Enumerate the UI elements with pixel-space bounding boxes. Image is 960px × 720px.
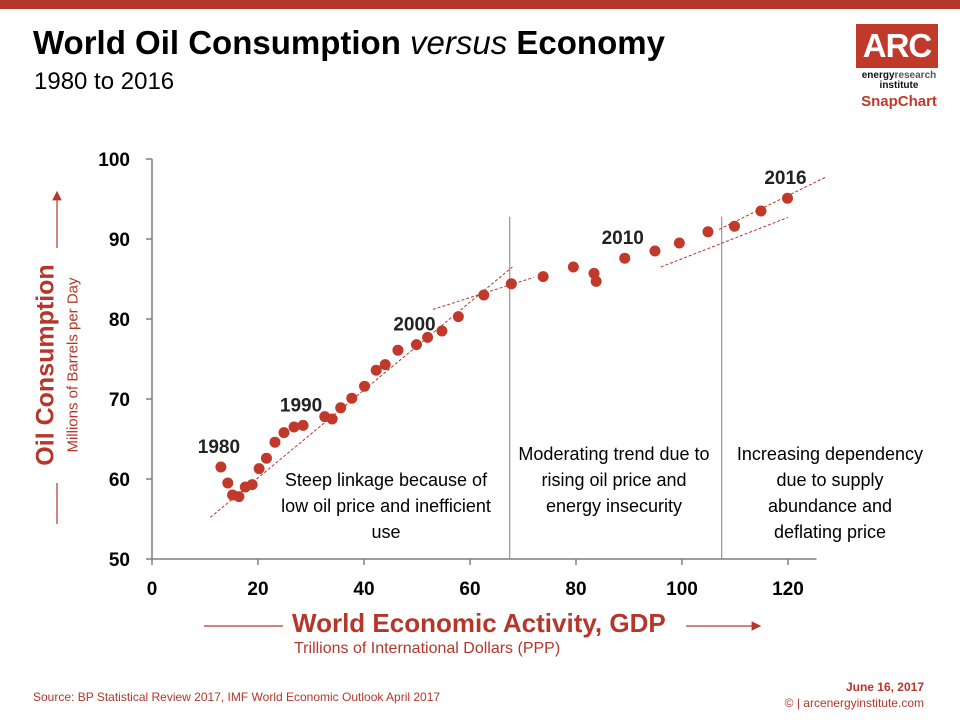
- x-tick-label: 20: [247, 579, 268, 600]
- logo-mark: ARC: [856, 24, 938, 68]
- data-point: [619, 252, 631, 264]
- year-label: 2016: [764, 168, 806, 189]
- data-point: [537, 271, 549, 283]
- trend-line: [209, 266, 513, 518]
- data-point: [297, 419, 309, 431]
- data-point: [392, 344, 404, 356]
- data-point: [410, 339, 422, 351]
- title-part-2: Economy: [507, 24, 665, 61]
- website-credit: © | arcenergyinstitute.com: [784, 696, 924, 710]
- year-label: 2000: [393, 315, 435, 336]
- arc-logo: ARC energyresearch institute SnapChart: [848, 24, 950, 110]
- x-tick-label: 40: [353, 579, 374, 600]
- logo-line-1: energyresearch: [848, 71, 950, 81]
- data-point: [260, 452, 272, 464]
- year-label: 1980: [198, 437, 240, 458]
- y-tick-label: 60: [109, 470, 130, 491]
- source-note: Source: BP Statistical Review 2017, IMF …: [33, 690, 441, 704]
- data-point: [278, 427, 290, 439]
- region-annotation-3: Increasing dependency due to supply abun…: [736, 444, 924, 542]
- data-point: [288, 421, 300, 433]
- year-label: 2010: [602, 228, 644, 249]
- data-point: [567, 261, 579, 273]
- top-accent-bar: [0, 0, 960, 9]
- data-point: [781, 192, 793, 204]
- title-part-1: World Oil Consumption: [33, 24, 411, 61]
- x-axis-sublabel: Trillions of International Dollars (PPP): [294, 640, 561, 657]
- data-point: [346, 392, 358, 404]
- region-annotation-2: Moderating trend due to rising oil price…: [518, 444, 710, 516]
- logo-research: research: [894, 70, 937, 81]
- data-point: [673, 237, 685, 249]
- data-point: [755, 205, 767, 217]
- trend-line: [660, 216, 789, 268]
- publish-date: June 16, 2017: [845, 680, 924, 694]
- page-subtitle: 1980 to 2016: [34, 68, 175, 95]
- page-title: World Oil Consumption versus Economy: [33, 24, 665, 62]
- x-tick-label: 0: [147, 579, 158, 600]
- data-point: [590, 275, 602, 287]
- x-tick-label: 100: [666, 579, 698, 600]
- data-point: [253, 463, 265, 475]
- y-tick-label: 70: [109, 390, 130, 411]
- data-point: [269, 436, 281, 448]
- data-point: [478, 289, 490, 301]
- data-point: [370, 364, 382, 376]
- x-tick-label: 80: [565, 579, 586, 600]
- data-point: [222, 477, 234, 489]
- data-point: [359, 380, 371, 392]
- y-tick-label: 50: [109, 550, 130, 571]
- y-tick-label: 100: [98, 150, 130, 171]
- data-point: [436, 325, 448, 337]
- data-point: [326, 413, 338, 425]
- y-tick-label: 90: [109, 230, 130, 251]
- title-italic: versus: [410, 24, 508, 61]
- data-point: [215, 461, 227, 473]
- data-point: [702, 226, 714, 238]
- data-point: [505, 278, 517, 290]
- data-point: [379, 359, 391, 371]
- data-point: [233, 491, 245, 503]
- region-annotation-1: Steep linkage because of low oil price a…: [281, 470, 491, 542]
- y-tick-label: 80: [109, 310, 130, 331]
- logo-snapchart: SnapChart: [861, 93, 937, 110]
- logo-line-2: institute: [879, 80, 919, 91]
- data-point: [422, 331, 434, 343]
- data-point: [649, 245, 661, 257]
- y-axis-label: Oil Consumption: [31, 264, 60, 466]
- x-tick-label: 120: [772, 579, 804, 600]
- x-axis-label: World Economic Activity, GDP: [292, 608, 666, 638]
- year-label: 1990: [280, 395, 322, 416]
- data-point: [728, 220, 740, 232]
- logo-energy: energy: [861, 70, 895, 81]
- x-tick-label: 60: [459, 579, 480, 600]
- data-point: [246, 479, 258, 491]
- data-point: [452, 311, 464, 323]
- y-axis-sublabel: Millions of Barrels per Day: [64, 277, 82, 453]
- data-point: [335, 402, 347, 414]
